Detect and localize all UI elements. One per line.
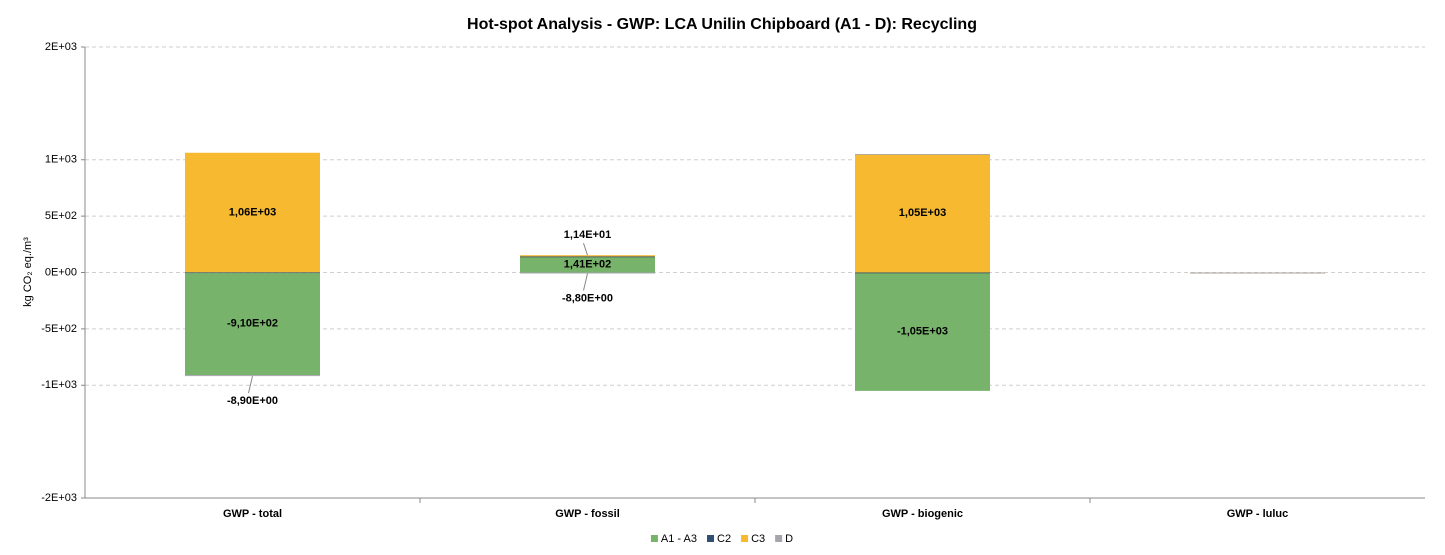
y-tick-label: 0E+00 xyxy=(45,266,77,278)
data-label: -9,10E+02 xyxy=(227,318,278,330)
legend-swatch xyxy=(775,535,783,542)
chart-title: Hot-spot Analysis - GWP: LCA Unilin Chip… xyxy=(467,16,977,33)
leader-line xyxy=(583,243,588,256)
bar-segment xyxy=(855,272,990,391)
y-axis-label: kg CO₂ eq./m³ xyxy=(22,237,34,307)
leader-line xyxy=(248,375,253,394)
bar-segment xyxy=(185,272,320,274)
y-tick-label: 2E+03 xyxy=(45,41,77,53)
y-tick-label: -1E+03 xyxy=(41,379,77,391)
y-tick-label: -5E+02 xyxy=(41,323,77,335)
bar-segment xyxy=(855,272,990,274)
leader-line xyxy=(583,273,588,291)
data-label: -8,80E+00 xyxy=(562,292,613,304)
x-tick-label: GWP - biogenic xyxy=(882,508,963,520)
legend-swatch xyxy=(650,535,658,542)
legend-label: A1 - A3 xyxy=(661,533,697,545)
bar-segment xyxy=(520,256,655,258)
x-tick-label: GWP - total xyxy=(223,508,282,520)
legend-label: D xyxy=(785,533,793,545)
bar-segment xyxy=(520,256,655,273)
legend-swatch xyxy=(741,535,749,542)
bar-segment xyxy=(185,152,320,273)
data-label: -8,90E+00 xyxy=(227,395,278,407)
bar-segment xyxy=(1190,272,1325,274)
bar-segment xyxy=(520,272,655,274)
data-label: 1,05E+03 xyxy=(899,207,946,219)
x-tick-label: GWP - luluc xyxy=(1227,508,1289,520)
data-label: 1,41E+02 xyxy=(564,258,611,270)
legend-swatch xyxy=(707,535,714,542)
y-tick-label: 5E+02 xyxy=(45,210,77,222)
bar-segment xyxy=(855,154,990,155)
data-label: -1,05E+03 xyxy=(897,326,948,338)
legend-label: C3 xyxy=(751,533,765,545)
y-tick-label: 1E+03 xyxy=(45,154,77,166)
y-tick-label: -2E+03 xyxy=(41,492,77,504)
data-label: 1,06E+03 xyxy=(229,206,276,218)
bar-segment xyxy=(185,272,320,376)
bar-segment xyxy=(520,255,655,257)
x-tick-label: GWP - fossil xyxy=(555,508,620,520)
bar-segment xyxy=(855,154,990,273)
bar-segment xyxy=(185,375,320,377)
legend-label: C2 xyxy=(717,533,731,545)
data-label: 1,14E+01 xyxy=(564,229,611,241)
